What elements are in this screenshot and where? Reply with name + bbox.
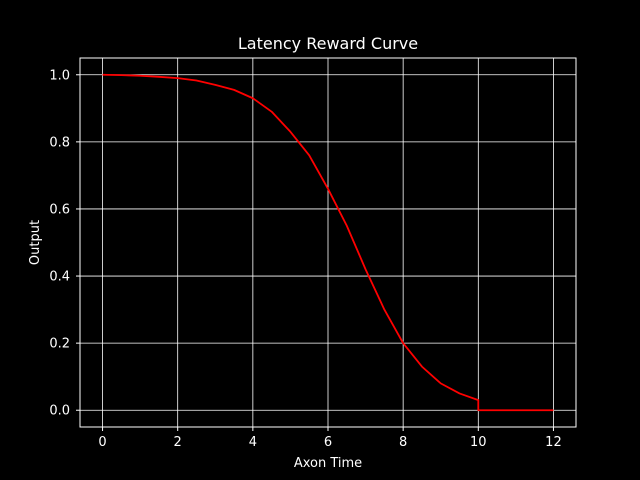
grid-lines: [80, 58, 576, 427]
x-axis-label: Axon Time: [294, 456, 362, 471]
series-group: [102, 73, 554, 412]
x-tick-label: 10: [470, 435, 487, 450]
y-tick-label: 0.4: [49, 270, 70, 285]
y-tick-label: 0.2: [49, 337, 70, 352]
y-tick-label: 0.0: [49, 404, 70, 419]
x-tick-label: 4: [249, 435, 257, 450]
y-axis-label: Output: [28, 220, 43, 265]
x-tick-label: 12: [545, 435, 562, 450]
y-tick-label: 1.0: [49, 68, 70, 83]
x-tick-label: 2: [174, 435, 182, 450]
series-line: [102, 73, 554, 412]
x-tick-label: 6: [324, 435, 332, 450]
chart-title: Latency Reward Curve: [238, 34, 418, 53]
y-tick-label: 0.6: [49, 202, 70, 217]
x-tick-label: 0: [98, 435, 106, 450]
y-tick-label: 0.8: [49, 135, 70, 150]
x-tick-label: 8: [399, 435, 407, 450]
axis-ticks: 0 2 4 6 8 10 12 0.0 0.2 0.4 0.6 0.8 1.0: [49, 68, 561, 450]
